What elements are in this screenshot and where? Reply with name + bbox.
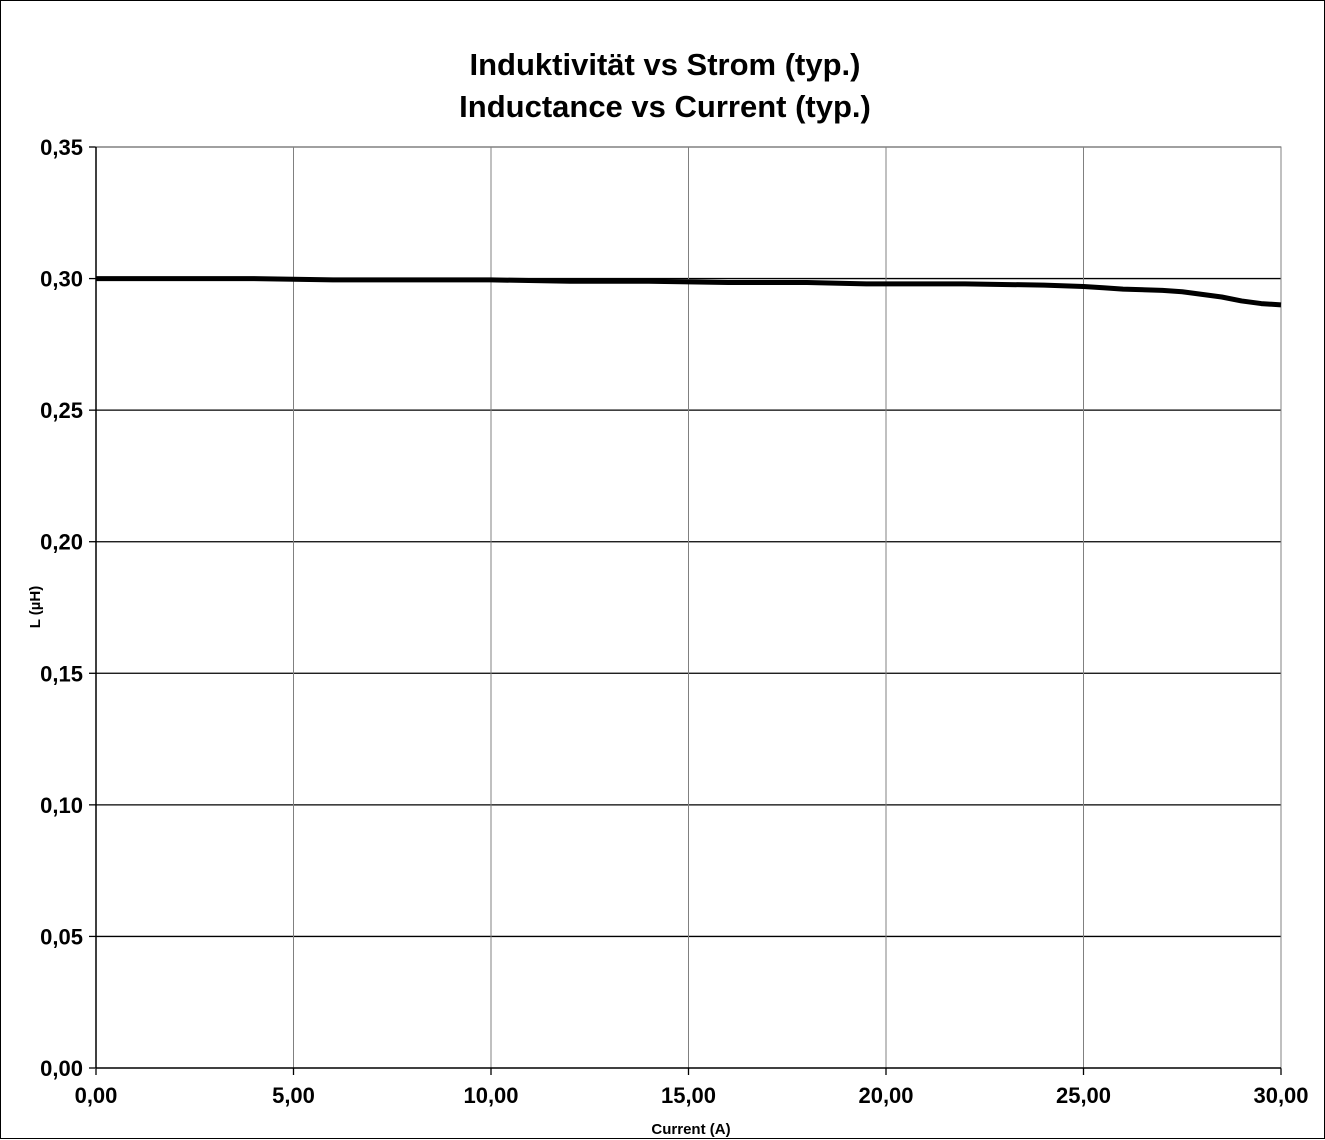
x-axis-label: Current (A) (651, 1121, 730, 1138)
grid-layer (96, 146, 1282, 1068)
chart-subtitle: Inductance vs Current (typ.) (459, 89, 871, 124)
x-tick-label: 5,00 (272, 1083, 315, 1108)
x-tick-label: 15,00 (661, 1083, 716, 1108)
y-tick-label: 0,00 (40, 1056, 83, 1081)
series-layer (96, 276, 1282, 308)
x-tick-label: 10,00 (463, 1083, 518, 1108)
y-tick-label: 0,20 (40, 530, 83, 555)
y-tick-label: 0,25 (40, 398, 83, 423)
series-line (96, 276, 1282, 308)
y-tick-label: 0,10 (40, 793, 83, 818)
y-tick-label: 0,05 (40, 924, 83, 949)
axis-layer (89, 146, 1282, 1075)
y-tick-label: 0,30 (40, 267, 83, 292)
y-tick-label: 0,35 (40, 135, 83, 160)
x-tick-label: 25,00 (1056, 1083, 1111, 1108)
x-tick-label: 0,00 (75, 1083, 118, 1108)
chart-title: Induktivität vs Strom (typ.) (470, 47, 861, 82)
text-layer: Induktivität vs Strom (typ.) Inductance … (27, 47, 1309, 1138)
y-tick-label: 0,15 (40, 661, 83, 686)
x-tick-label: 30,00 (1253, 1083, 1308, 1108)
x-tick-label: 20,00 (858, 1083, 913, 1108)
y-axis-label: L (µH) (27, 586, 44, 629)
